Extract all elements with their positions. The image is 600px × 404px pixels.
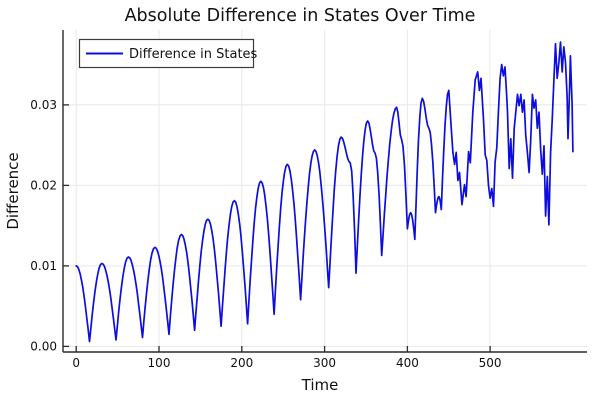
x-tick-label: 100: [148, 356, 171, 370]
x-tick-label: 0: [72, 356, 80, 370]
y-tick-label: 0.00: [30, 340, 57, 354]
y-tick-label: 0.02: [30, 179, 57, 193]
series-line-difference-in-states: [75, 41, 574, 343]
x-tick-label: 400: [396, 356, 419, 370]
x-axis-label: Time: [301, 376, 339, 394]
chart-title: Absolute Difference in States Over Time: [125, 6, 476, 26]
y-axis-label: Difference: [4, 152, 22, 229]
y-tick-label: 0.03: [30, 98, 57, 112]
y-axis-ticks: 0.00 0.01 0.02 0.03: [30, 98, 69, 354]
legend: Difference in States: [78, 38, 258, 69]
x-axis-ticks: 0 100 200 300 400 500: [72, 346, 502, 370]
x-tick-label: 300: [313, 356, 336, 370]
grid-lines: [63, 30, 587, 352]
legend-entry-label: Difference in States: [129, 47, 258, 62]
x-tick-label: 200: [230, 356, 253, 370]
x-tick-label: 500: [479, 356, 502, 370]
y-tick-label: 0.01: [30, 259, 57, 273]
